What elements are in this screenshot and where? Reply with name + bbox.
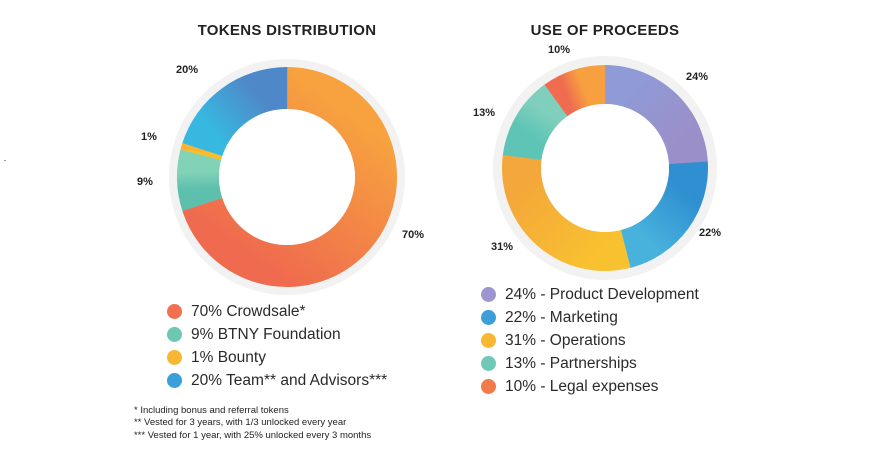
legend-label: 31% - Operations [505, 331, 626, 349]
legend-label: 10% - Legal expenses [505, 377, 659, 395]
legend-swatch [481, 379, 496, 394]
slice-crowdsale [182, 67, 397, 287]
slice-label: 22% [699, 227, 721, 239]
legend-label: 22% - Marketing [505, 308, 618, 326]
slice-label: 9% [137, 176, 153, 188]
footnote-2: ** Vested for 3 years, with 1/3 unlocked… [134, 417, 347, 429]
legend-swatch [167, 304, 182, 319]
legend-item: 24% - Product Development [481, 283, 699, 306]
legend-item: 9% BTNY Foundation [167, 323, 387, 346]
legend-label: 13% - Partnerships [505, 354, 637, 372]
legend-swatch [167, 373, 182, 388]
legend-label: 1% Bounty [191, 348, 266, 366]
legend-label: 24% - Product Development [505, 285, 699, 303]
slice-label: 20% [176, 64, 198, 76]
footnotes: * Including bonus and referral tokens **… [134, 405, 371, 442]
tokens-distribution-title: TOKENS DISTRIBUTION [197, 22, 377, 39]
legend-swatch [481, 310, 496, 325]
legend-item: 20% Team** and Advisors*** [167, 369, 387, 392]
legend-swatch [481, 287, 496, 302]
legend-swatch [167, 327, 182, 342]
use-of-proceeds-legend: 24% - Product Development 22% - Marketing… [481, 283, 699, 398]
donut-hole [219, 109, 355, 245]
slice-partnerships [502, 84, 568, 160]
tokens-distribution-legend: 70% Crowdsale* 9% BTNY Foundation 1% Bount… [167, 300, 387, 392]
slice-operations [502, 154, 631, 271]
legend-item: 10% - Legal expenses [481, 375, 699, 398]
footnote-3: *** Vested for 1 year, with 25% unlocked… [134, 429, 372, 441]
legend-label: 20% Team** and Advisors*** [191, 371, 388, 389]
legend-item: 70% Crowdsale* [167, 300, 387, 323]
donut-hole [541, 104, 669, 232]
slice-label: 70% [402, 229, 424, 241]
legend-swatch [481, 333, 496, 348]
legend-label: 70% Crowdsale* [191, 302, 306, 320]
slice-label: 10% [548, 44, 570, 56]
slice-btny-foundation [177, 149, 223, 211]
legend-label: 9% BTNY Foundation [191, 325, 341, 343]
legend-item: 31% - Operations [481, 329, 699, 352]
tokens-distribution-donut: 70% 9% 1% 20% [137, 59, 424, 295]
legend-item: 1% Bounty [167, 346, 387, 369]
slice-legal-expenses [544, 65, 606, 117]
slice-label: 31% [491, 241, 513, 253]
legend-item: 22% - Marketing [481, 306, 699, 329]
slice-product-development [605, 65, 708, 165]
legend-swatch [481, 356, 496, 371]
slice-bounty [180, 142, 223, 161]
legend-swatch [167, 350, 182, 365]
slice-label: 24% [686, 71, 708, 83]
use-of-proceeds-title: USE OF PROCEEDS [530, 22, 680, 39]
slice-label: 13% [473, 107, 495, 119]
use-of-proceeds-donut: 24% 22% 31% 13% 10% [473, 44, 721, 280]
slice-marketing [620, 161, 708, 268]
legend-item: 13% - Partnerships [481, 352, 699, 375]
stray-mark [4, 160, 6, 161]
slice-label: 1% [141, 131, 157, 143]
slice-team-and-advisors [182, 67, 288, 156]
footnote-1: * Including bonus and referral tokens [134, 405, 289, 416]
